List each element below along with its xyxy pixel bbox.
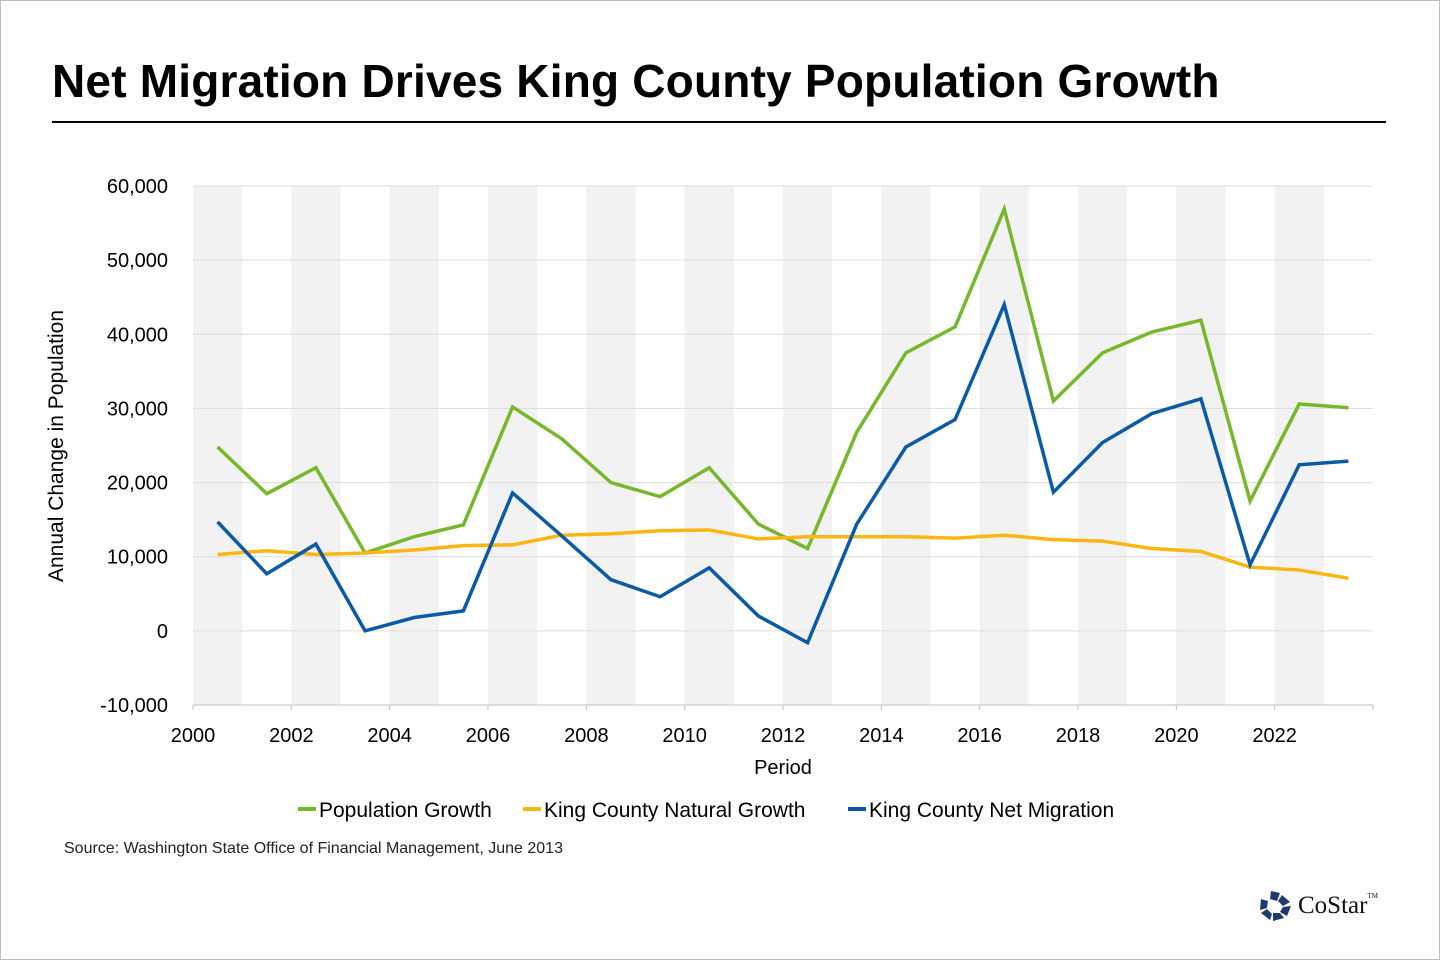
x-tick-label: 2022 bbox=[1252, 725, 1297, 747]
x-tick-label: 2008 bbox=[564, 725, 609, 747]
x-tick-label: 2020 bbox=[1154, 725, 1199, 747]
shaded-band bbox=[389, 186, 439, 705]
y-tick-label: 20,000 bbox=[107, 473, 168, 495]
x-tick-label: 2012 bbox=[761, 725, 806, 747]
y-axis-label: Annual Change in Population bbox=[45, 310, 68, 582]
y-tick-label: 60,000 bbox=[107, 176, 168, 198]
x-tick-label: 2010 bbox=[662, 725, 707, 747]
shaded-band bbox=[586, 186, 636, 705]
y-tick-label: 50,000 bbox=[107, 250, 168, 272]
title-divider bbox=[52, 121, 1386, 123]
shaded-band bbox=[1176, 186, 1226, 705]
y-tick-label: 0 bbox=[157, 621, 168, 643]
shaded-band bbox=[193, 186, 243, 705]
x-tick-label: 2006 bbox=[466, 725, 511, 747]
shaded-band bbox=[1274, 186, 1324, 705]
costar-logo: CoStarTM bbox=[1258, 890, 1378, 922]
y-tick-label: 40,000 bbox=[107, 324, 168, 346]
series-line-king-county-net-migration bbox=[216, 299, 1349, 646]
x-tick-label: 2000 bbox=[171, 725, 216, 747]
costar-star-icon bbox=[1260, 891, 1291, 921]
x-tick-label: 2016 bbox=[957, 725, 1002, 747]
x-tick-label: 2018 bbox=[1056, 725, 1101, 747]
shaded-band bbox=[291, 186, 341, 705]
source-note: Source: Washington State Office of Finan… bbox=[64, 840, 563, 857]
legend-label: King County Net Migration bbox=[869, 799, 1114, 822]
series-line-king-county-natural-growth bbox=[217, 528, 1349, 580]
x-axis-label: Period bbox=[754, 757, 812, 779]
legend-label: King County Natural Growth bbox=[544, 799, 805, 822]
x-tick-label: 2002 bbox=[269, 725, 314, 747]
shaded-band bbox=[783, 186, 833, 705]
y-tick-label: -10,000 bbox=[100, 695, 168, 717]
legend-label: Population Growth bbox=[319, 799, 492, 822]
y-tick-label: 10,000 bbox=[107, 547, 168, 569]
chart-title: Net Migration Drives King County Populat… bbox=[52, 55, 1220, 107]
y-tick-label: 30,000 bbox=[107, 398, 168, 420]
x-tick-label: 2004 bbox=[367, 725, 412, 747]
logo-text: CoStarTM bbox=[1298, 892, 1378, 919]
shaded-band bbox=[684, 186, 734, 705]
shaded-band bbox=[979, 186, 1029, 705]
x-tick-label: 2014 bbox=[859, 725, 904, 747]
shaded-band bbox=[1078, 186, 1128, 705]
